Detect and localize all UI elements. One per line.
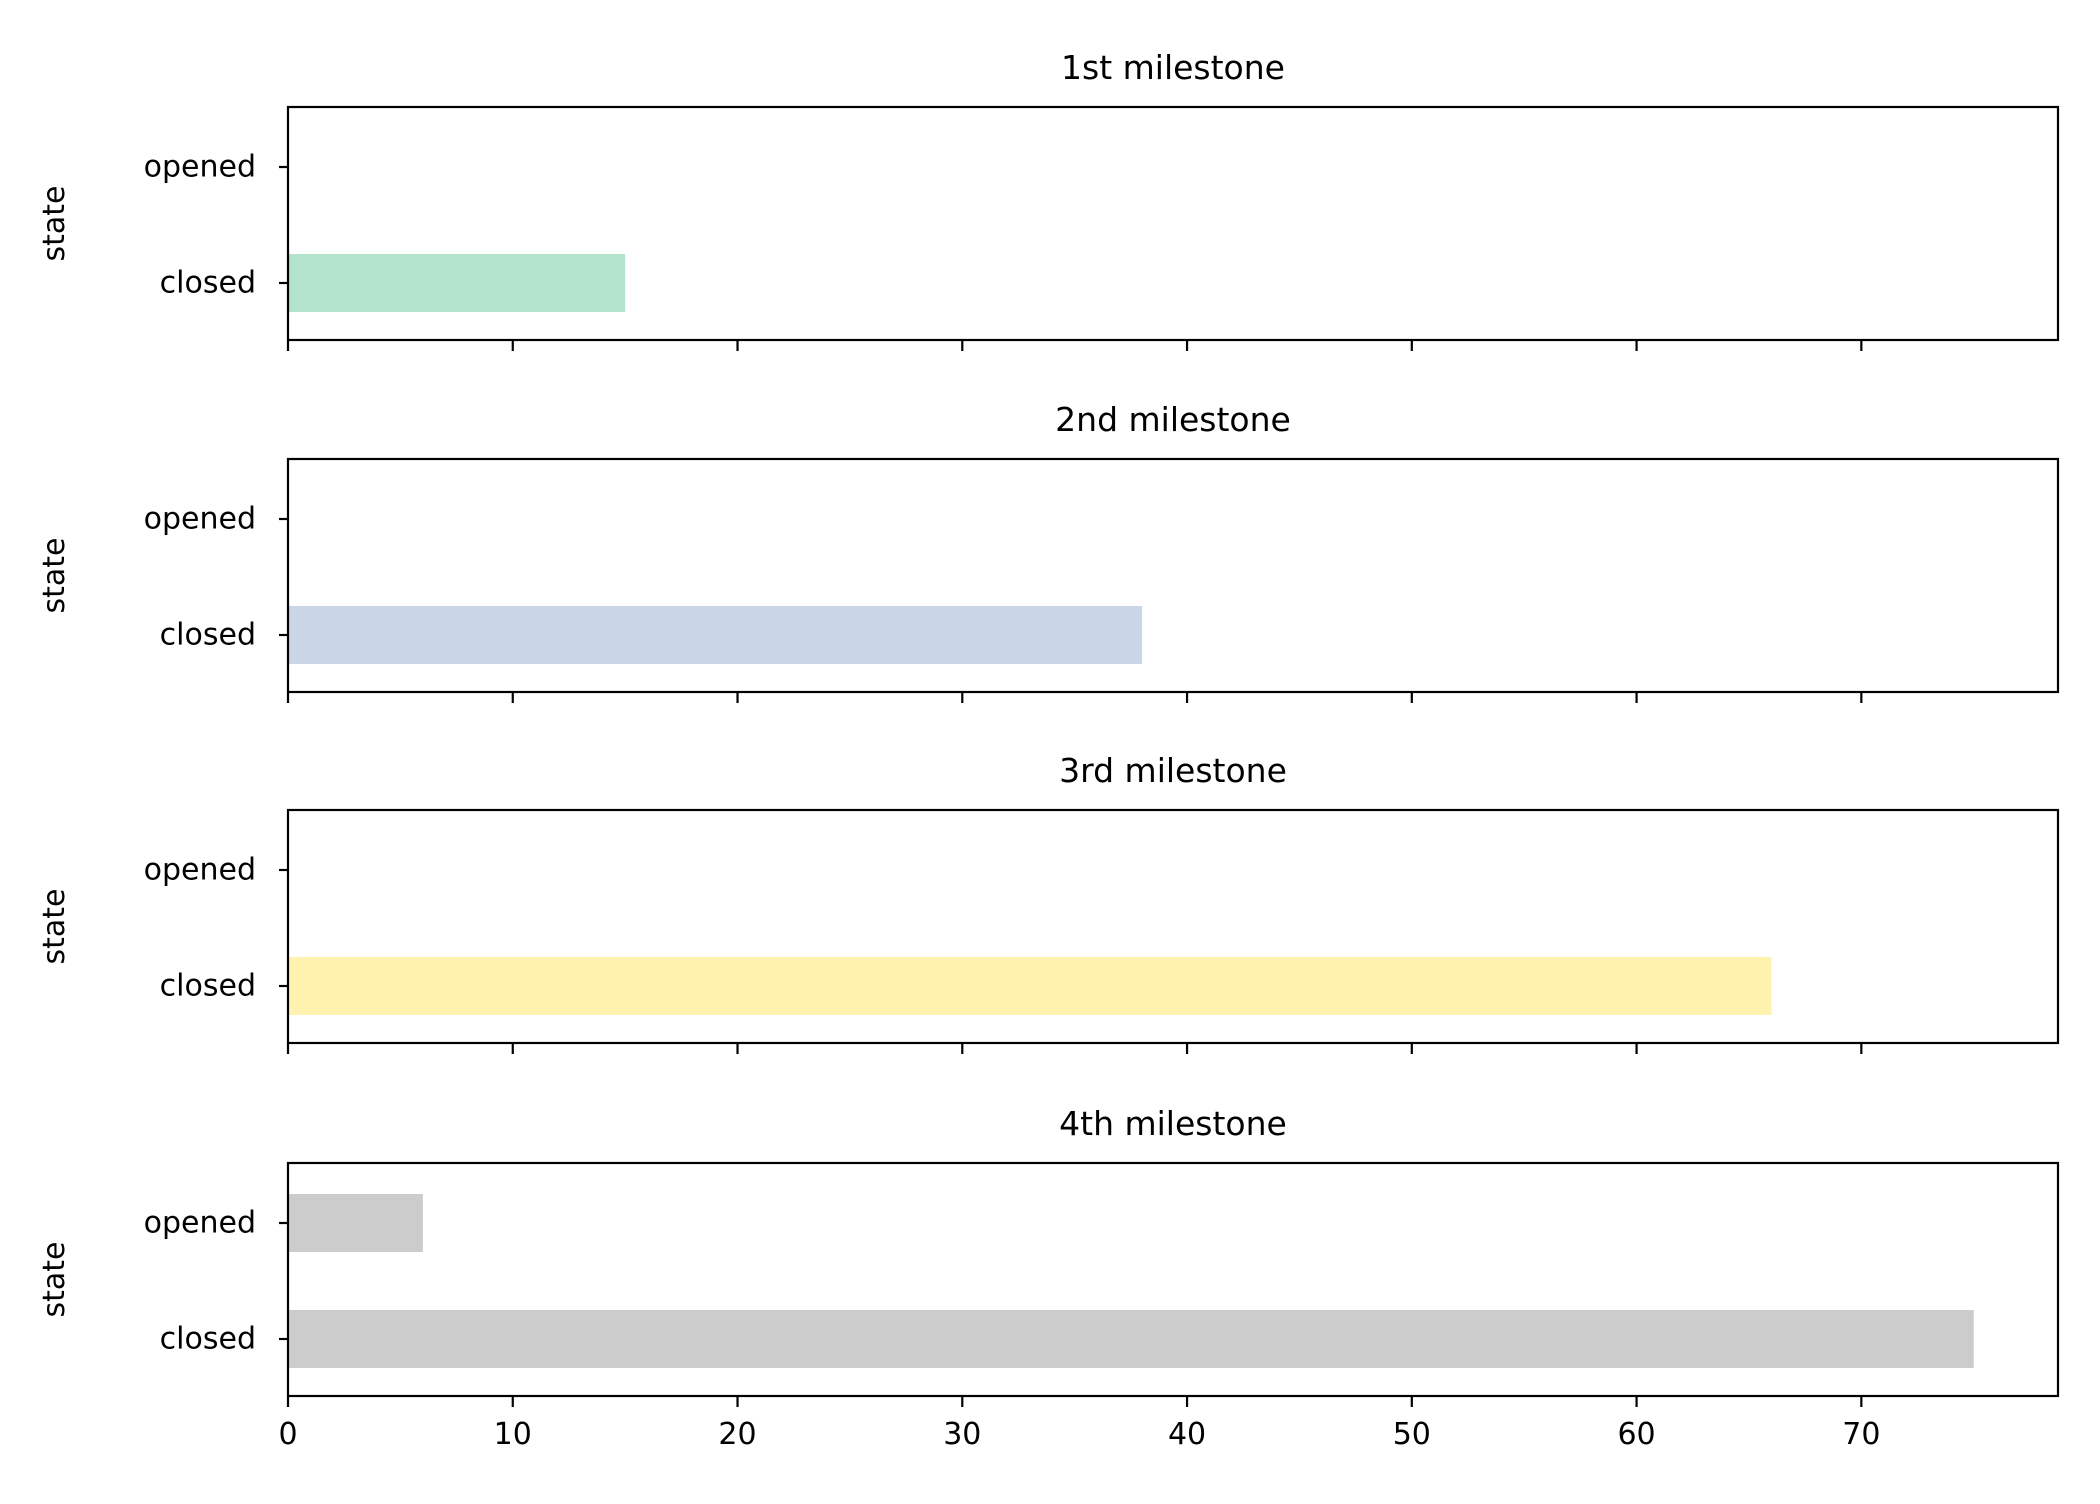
ylabel-panel-4: state: [37, 1242, 72, 1318]
panel-title-2: 2nd milestone: [1055, 400, 1291, 439]
ylabel-panel-2: state: [37, 538, 72, 614]
xtick-label-20: 20: [718, 1417, 756, 1452]
bar-closed-panel-3: [288, 957, 1772, 1015]
ylabel-panel-1: state: [37, 186, 72, 262]
xtick-label-40: 40: [1168, 1417, 1206, 1452]
ytick-label-opened-panel-4: opened: [144, 1206, 256, 1241]
bar-opened-panel-4: [288, 1194, 423, 1252]
xtick-label-10: 10: [494, 1417, 532, 1452]
bar-closed-panel-4: [288, 1310, 1974, 1368]
xtick-label-0: 0: [278, 1417, 297, 1452]
ytick-label-opened-panel-3: opened: [144, 853, 256, 888]
ytick-label-closed-panel-2: closed: [160, 618, 256, 653]
xtick-label-50: 50: [1393, 1417, 1431, 1452]
panel-title-1: 1st milestone: [1061, 48, 1285, 87]
panel-title-3: 3rd milestone: [1059, 751, 1287, 790]
ytick-label-closed-panel-4: closed: [160, 1322, 256, 1357]
axes-frame-panel-2: [286, 457, 2060, 694]
ytick-label-opened-panel-1: opened: [144, 150, 256, 185]
ylabel-panel-3: state: [37, 889, 72, 965]
axes-frame-panel-4: [286, 1161, 2060, 1398]
ytick-label-closed-panel-1: closed: [160, 266, 256, 301]
axes-frame-panel-1: [286, 105, 2060, 342]
ytick-label-closed-panel-3: closed: [160, 969, 256, 1004]
ytick-label-opened-panel-2: opened: [144, 502, 256, 537]
xtick-label-70: 70: [1842, 1417, 1880, 1452]
axes-frame-panel-3: [286, 808, 2060, 1045]
panel-title-4: 4th milestone: [1059, 1104, 1287, 1143]
xtick-label-30: 30: [943, 1417, 981, 1452]
xtick-label-60: 60: [1617, 1417, 1655, 1452]
bar-closed-panel-1: [288, 254, 626, 312]
bar-closed-panel-2: [288, 606, 1143, 664]
